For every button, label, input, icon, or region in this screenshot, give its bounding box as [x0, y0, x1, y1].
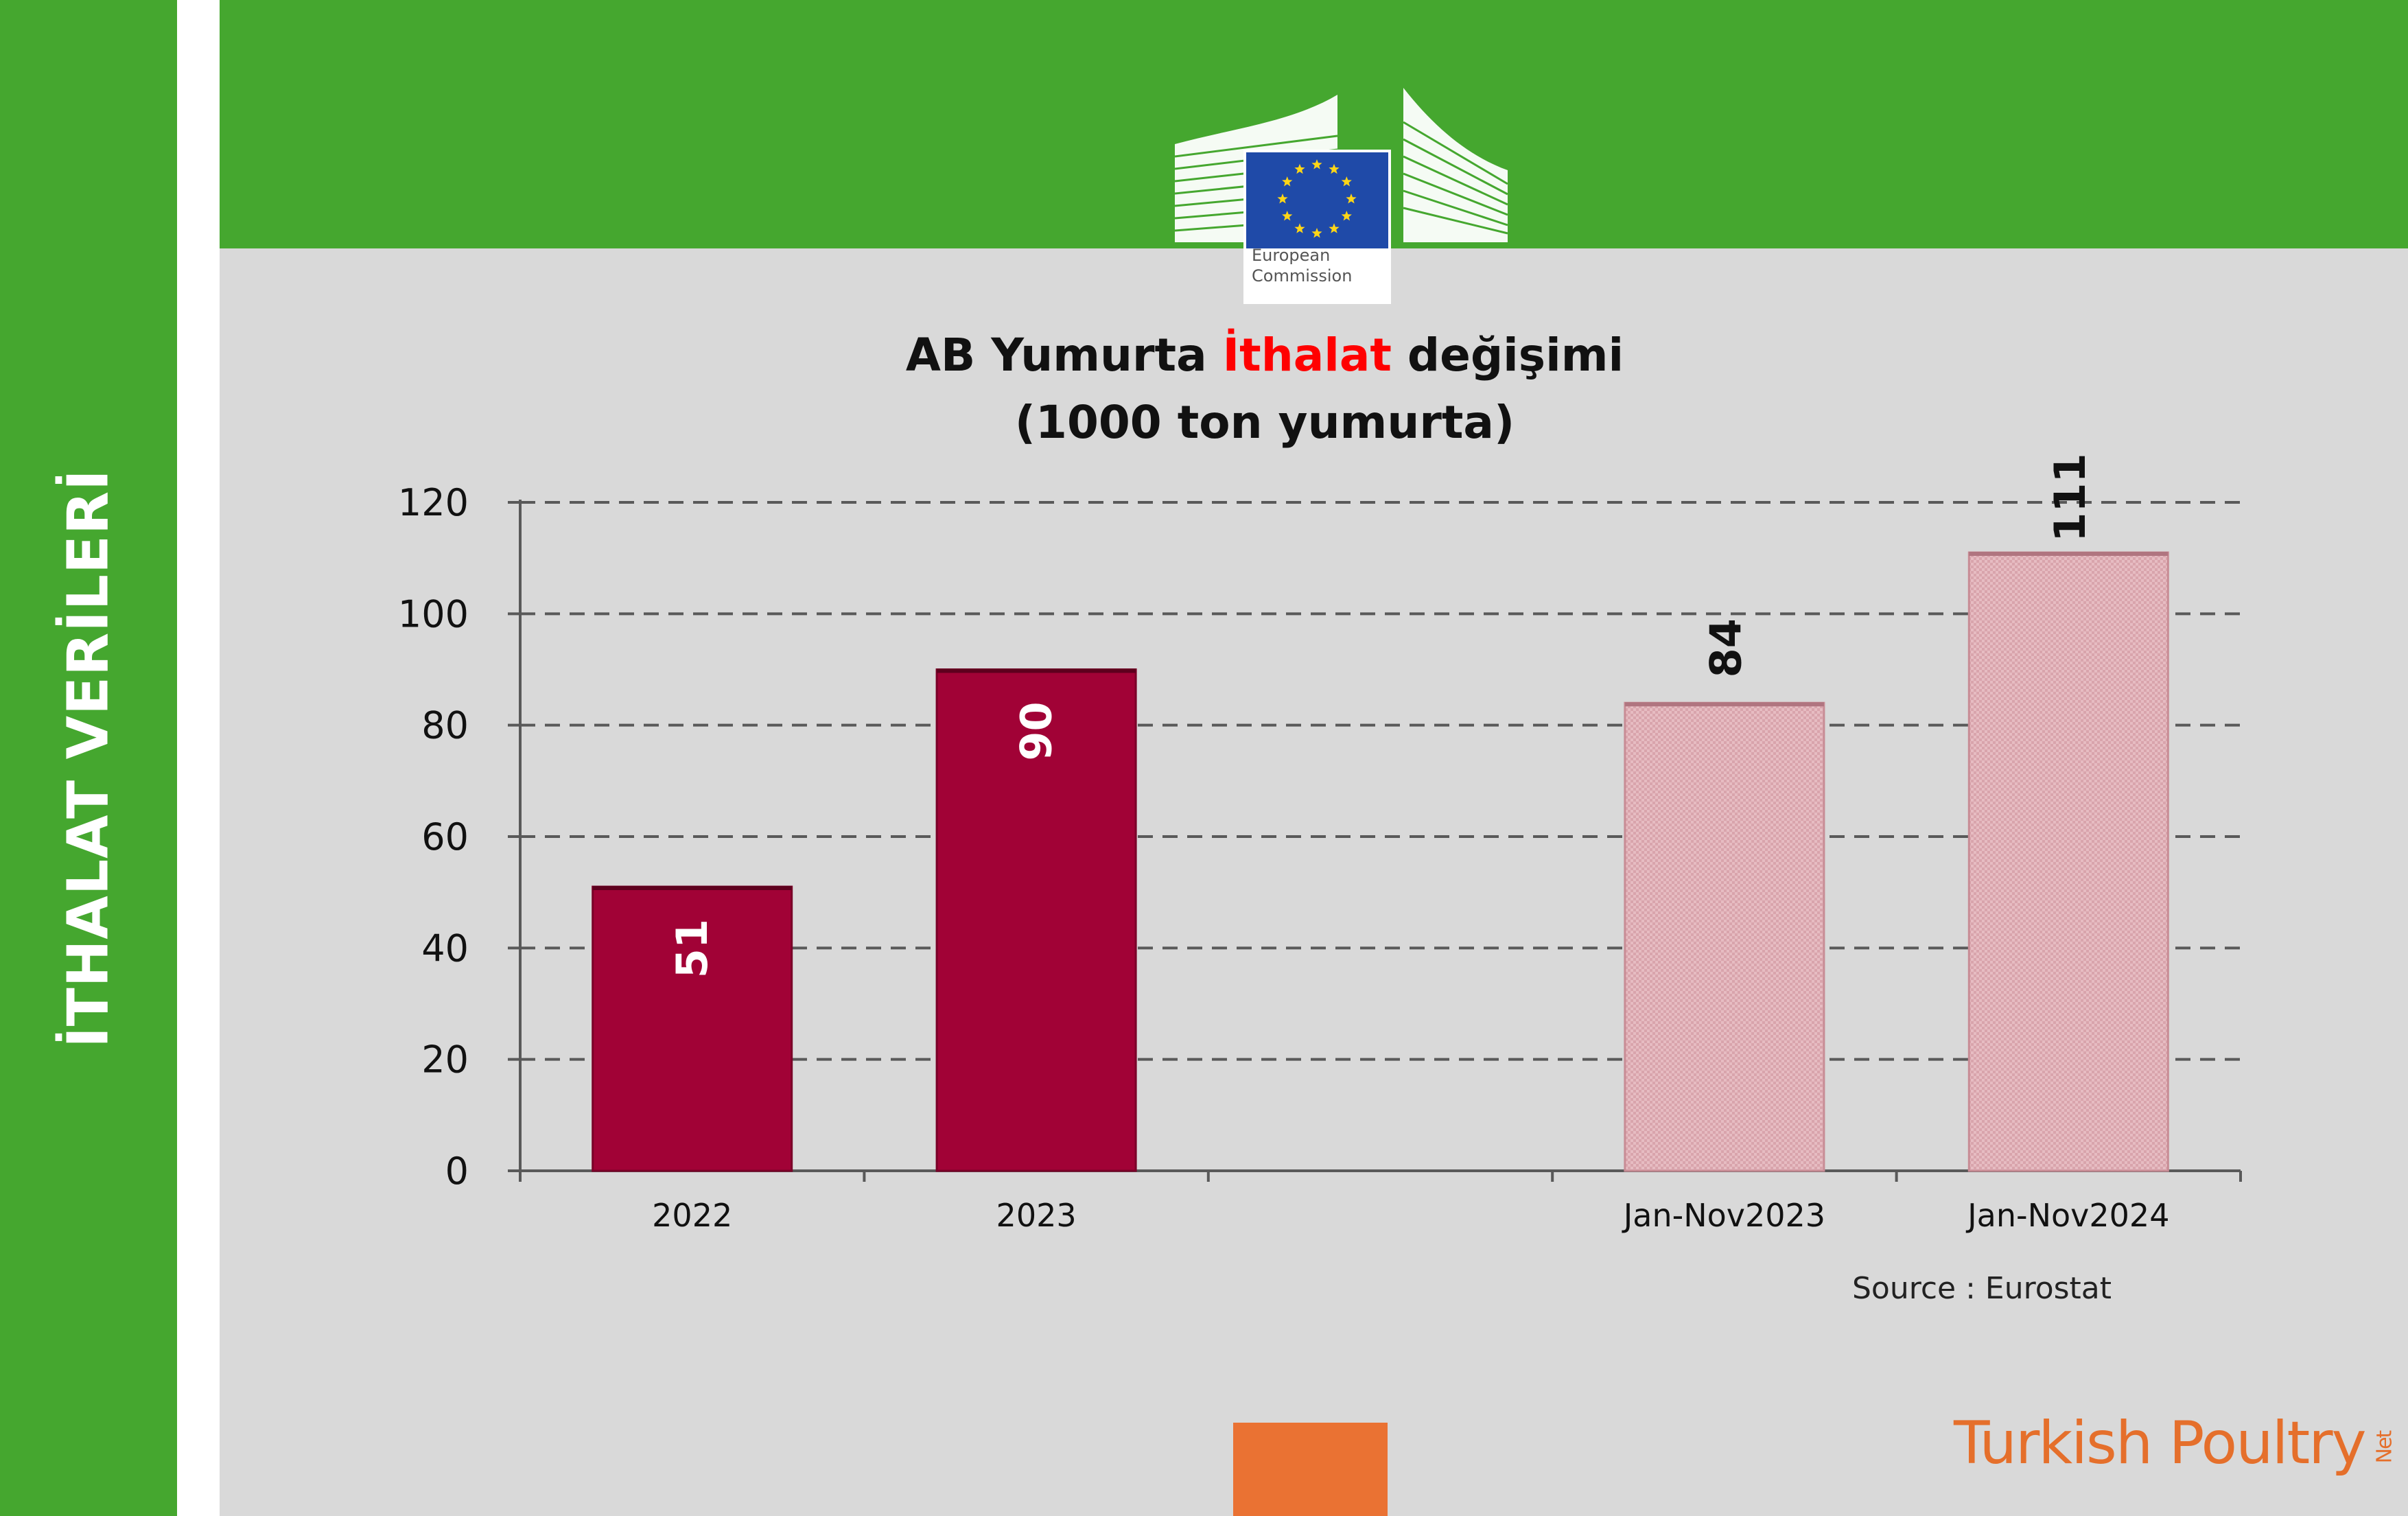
- eu-star-icon: [1311, 228, 1322, 238]
- chart-title: AB Yumurta İthalat değişimi: [906, 329, 1624, 382]
- eu-star-icon: [1329, 223, 1340, 233]
- eu-stars-icon: [1277, 159, 1357, 238]
- y-tick-label: 100: [398, 592, 469, 635]
- eu-star-icon: [1346, 194, 1357, 204]
- bar: [935, 668, 1137, 1172]
- labels: 0 20 40 60 80 100 120 2022 51 2023 90 Jan-Nov2023 84…: [398, 453, 2170, 1234]
- data-label: 111: [2045, 453, 2095, 541]
- turkish-poultry-logo: Turkish Poultry Net: [1954, 1406, 2397, 1481]
- x-tick-label: Jan-Nov2024: [1965, 1197, 2169, 1234]
- gridlines: [520, 501, 2241, 1061]
- data-label: 84: [1700, 618, 1751, 677]
- brand-suffix: Net: [2372, 1431, 2397, 1463]
- chart-subtitle: (1000 ton yumurta): [1015, 396, 1515, 449]
- y-tick-label: 80: [421, 704, 469, 747]
- bar: [592, 885, 793, 1172]
- chart-title-part-3: değişimi: [1392, 329, 1624, 382]
- separator: [177, 0, 220, 1516]
- logo-line2: Commission: [1252, 266, 1352, 285]
- eu-star-icon: [1311, 159, 1322, 170]
- y-tick-label: 40: [421, 926, 469, 970]
- y-tick-label: 120: [398, 481, 469, 524]
- y-tick-label: 20: [421, 1038, 469, 1082]
- brand-main: Turkish Poultry: [1954, 1409, 2366, 1478]
- logo-line1: European: [1252, 246, 1330, 265]
- eu-star-icon: [1282, 211, 1293, 221]
- y-tick-label: 60: [421, 815, 469, 859]
- x-tick-label: 2022: [652, 1197, 732, 1234]
- chart-source: Source : Eurostat: [1852, 1271, 2112, 1306]
- bar: [1967, 551, 2169, 1172]
- eu-star-icon: [1341, 211, 1352, 221]
- chart-title-part-1: AB Yumurta: [906, 329, 1223, 382]
- bars: [592, 551, 2169, 1172]
- orange-accent-block: [1233, 1423, 1388, 1516]
- eu-star-icon: [1329, 163, 1340, 174]
- x-tick-label: Jan-Nov2023: [1622, 1197, 1825, 1234]
- axes: [508, 500, 2242, 1182]
- chart-title-highlight: İthalat: [1223, 329, 1392, 382]
- sidebar: [0, 0, 177, 1516]
- bar: [1624, 701, 1825, 1172]
- eu-star-icon: [1294, 223, 1305, 233]
- eu-star-icon: [1277, 194, 1288, 204]
- x-tick-label: 2023: [996, 1197, 1077, 1234]
- eu-star-icon: [1282, 176, 1293, 187]
- eu-star-icon: [1294, 163, 1305, 174]
- y-tick-label: 0: [445, 1150, 469, 1193]
- eu-star-icon: [1341, 176, 1352, 187]
- data-label: 51: [667, 919, 717, 978]
- data-label: 90: [1012, 701, 1062, 760]
- european-commission-logo: European Commission: [1175, 88, 1508, 304]
